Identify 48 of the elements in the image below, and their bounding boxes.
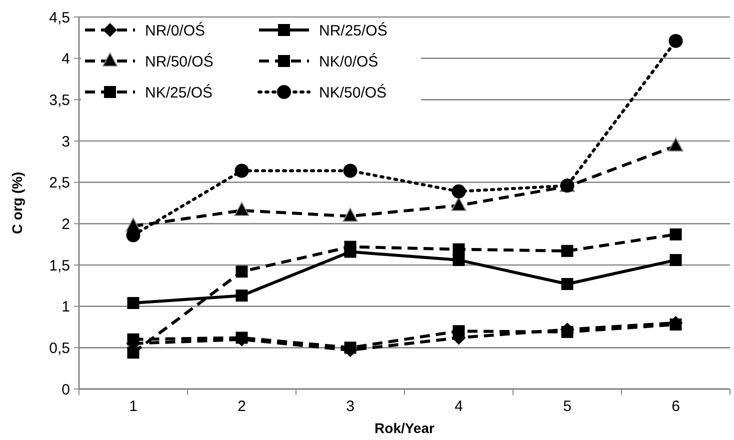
y-tick-label: 2 [62, 216, 70, 233]
point [670, 318, 682, 331]
x-tick-label: 2 [238, 398, 246, 415]
point [127, 333, 140, 346]
point [452, 184, 466, 198]
x-tick-label: 3 [346, 398, 354, 415]
point [561, 278, 574, 290]
point [236, 290, 248, 302]
point [452, 243, 465, 256]
y-axis-title: C org (%) [9, 172, 25, 234]
y-tick-label: 4,5 [49, 9, 70, 26]
point [236, 332, 248, 344]
point [561, 244, 574, 257]
y-tick-label: 1 [62, 298, 70, 316]
point [343, 164, 358, 178]
x-tick-label: 5 [563, 398, 572, 415]
point [670, 254, 682, 266]
point [344, 240, 356, 253]
point [451, 196, 466, 211]
y-tick-label: 3,5 [49, 92, 70, 109]
y-tick-label: 2,5 [49, 174, 70, 192]
point [670, 228, 682, 240]
y-tick-label: 0,5 [49, 340, 70, 357]
point [668, 34, 683, 48]
point [127, 297, 140, 310]
point [452, 325, 465, 338]
point [344, 342, 356, 354]
point [342, 208, 358, 222]
legend-label: NR/25/OŚ [319, 21, 388, 40]
x-tick-label: 1 [129, 398, 138, 415]
point [236, 266, 248, 278]
legend-label: NK/50/OŚ [319, 83, 387, 102]
x-tick-label: 4 [454, 398, 463, 415]
x-axis-title: Rok/Year [374, 420, 436, 436]
y-tick-label: 1,5 [49, 257, 70, 274]
point [234, 164, 249, 178]
legend-label: NK/0/OŚ [319, 52, 378, 70]
legend-label: NR/0/OŚ [145, 21, 206, 40]
point [234, 202, 250, 216]
legend-label: NR/50/OŚ [145, 52, 214, 70]
point [127, 346, 140, 359]
x-tick-label: 6 [672, 398, 680, 415]
y-tick-label: 4 [62, 50, 70, 68]
y-tick-label: 3 [62, 133, 70, 150]
legend-label: NK/25/OŚ [145, 83, 213, 102]
point [668, 137, 684, 152]
point [561, 326, 574, 338]
y-tick-label: 0 [62, 381, 70, 398]
